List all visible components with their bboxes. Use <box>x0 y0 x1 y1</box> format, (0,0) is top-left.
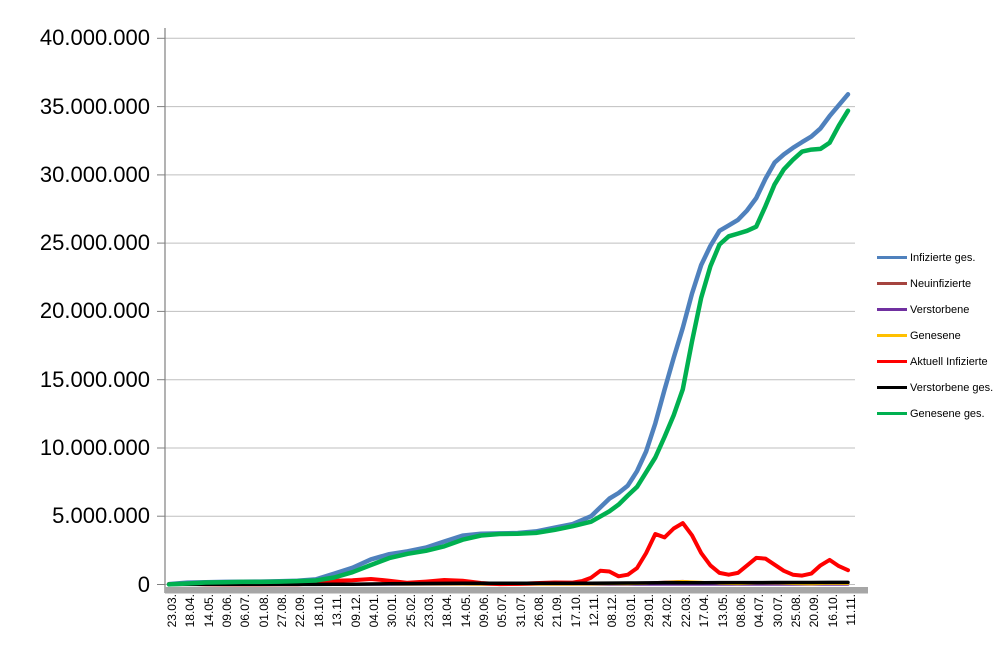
x-axis-label: 16.10. <box>825 594 840 628</box>
x-axis-label: 04.01. <box>366 594 381 628</box>
x-axis-label: 04.07. <box>752 594 767 628</box>
y-axis-label: 30.000.000 <box>39 161 150 187</box>
y-axis-label: 40.000.000 <box>39 25 150 51</box>
legend-label: Infizierte ges. <box>910 251 976 264</box>
x-axis-label: 08.06. <box>733 594 748 628</box>
legend-item-verstorbene-ges: Verstorbene ges. <box>877 380 993 395</box>
legend-line-swatch <box>877 411 907 416</box>
x-axis-label: 12.11. <box>587 594 602 627</box>
x-axis-bar <box>165 587 868 594</box>
y-axis-label: 25.000.000 <box>39 230 150 256</box>
y-axis-label: 15.000.000 <box>39 366 150 392</box>
x-axis-label: 25.02. <box>403 594 418 628</box>
x-axis-label: 23.03. <box>421 594 436 628</box>
x-axis-label: 26.08. <box>532 594 547 628</box>
y-axis-label: 20.000.000 <box>39 298 150 324</box>
series-line-infizierte-ges <box>166 92 851 587</box>
x-axis-label: 14.05. <box>201 594 216 628</box>
x-axis-label: 17.04. <box>697 594 712 628</box>
legend-line-swatch <box>877 255 907 260</box>
series-line-genesene-ges <box>166 108 851 587</box>
x-axis-label: 31.07. <box>513 594 528 628</box>
x-axis-label: 01.08. <box>256 594 271 628</box>
x-axis-label: 21.09. <box>550 594 565 628</box>
legend-item-genesene: Genesene <box>877 328 993 343</box>
x-axis-label: 05.07. <box>495 594 510 628</box>
chart-legend: Infizierte ges. Neuinfizierte Verstorbene G… <box>877 250 993 421</box>
x-axis-label: 27.08. <box>275 594 290 628</box>
x-axis-label: 17.10. <box>568 594 583 628</box>
x-axis-label: 14.05. <box>458 594 473 628</box>
legend-item-genesene-ges: Genesene ges. <box>877 406 993 421</box>
x-axis-label: 24.02. <box>660 594 675 628</box>
x-axis-label: 18.10. <box>311 594 326 628</box>
legend-line-swatch <box>877 333 907 338</box>
legend-item-verstorbene: Verstorbene <box>877 302 993 317</box>
x-axis-label: 22.03. <box>678 594 693 628</box>
x-axis-label: 18.04. <box>440 594 455 628</box>
legend-label: Neuinfizierte <box>910 277 972 290</box>
legend-label: Verstorbene <box>910 303 970 316</box>
x-axis-label: 20.09. <box>807 594 822 628</box>
x-axis-label: 30.01. <box>385 594 400 628</box>
legend-line-swatch <box>877 307 907 312</box>
x-axis-label: 23.03. <box>165 594 179 628</box>
series-line-verstorbene-ges <box>167 580 850 587</box>
legend-line-swatch <box>877 385 907 390</box>
x-axis-label: 13.11. <box>330 594 345 627</box>
x-axis-label: 09.06. <box>220 594 235 628</box>
y-axis-label: 35.000.000 <box>39 93 150 119</box>
legend-line-swatch <box>877 281 907 286</box>
x-axis-label: 09.06. <box>476 594 491 628</box>
x-axis-label: 08.12. <box>605 594 620 628</box>
x-axis-label: 29.01. <box>642 594 657 628</box>
y-axis-label: 0 <box>137 571 150 597</box>
x-axis-label: 22.09. <box>293 594 308 628</box>
x-axis-label: 13.05. <box>715 594 730 628</box>
x-axis-label: 09.12. <box>348 594 363 628</box>
legend-label: Genesene ges. <box>910 407 985 420</box>
legend-line-swatch <box>877 359 907 364</box>
x-axis-label: 25.08. <box>788 594 803 628</box>
legend-item-neuinfizierte: Neuinfizierte <box>877 276 993 291</box>
legend-label: Aktuell Infizierte <box>910 355 988 368</box>
legend-label: Genesene <box>910 329 961 342</box>
y-axis-label: 5.000.000 <box>52 503 150 529</box>
x-axis-label: 18.04. <box>183 594 198 628</box>
x-axis-label: 03.01. <box>623 594 638 628</box>
legend-item-aktuell-infizierte: Aktuell Infizierte <box>877 354 993 369</box>
x-axis-label: 30.07. <box>770 594 785 628</box>
x-axis-label: 11.11. <box>844 594 858 626</box>
legend-label: Verstorbene ges. <box>910 381 994 394</box>
series-line-aktuell-infizierte <box>167 521 850 587</box>
legend-item-infizierte-ges: Infizierte ges. <box>877 250 993 265</box>
y-axis-label: 10.000.000 <box>39 434 150 460</box>
x-axis-label: 06.07. <box>238 594 253 628</box>
